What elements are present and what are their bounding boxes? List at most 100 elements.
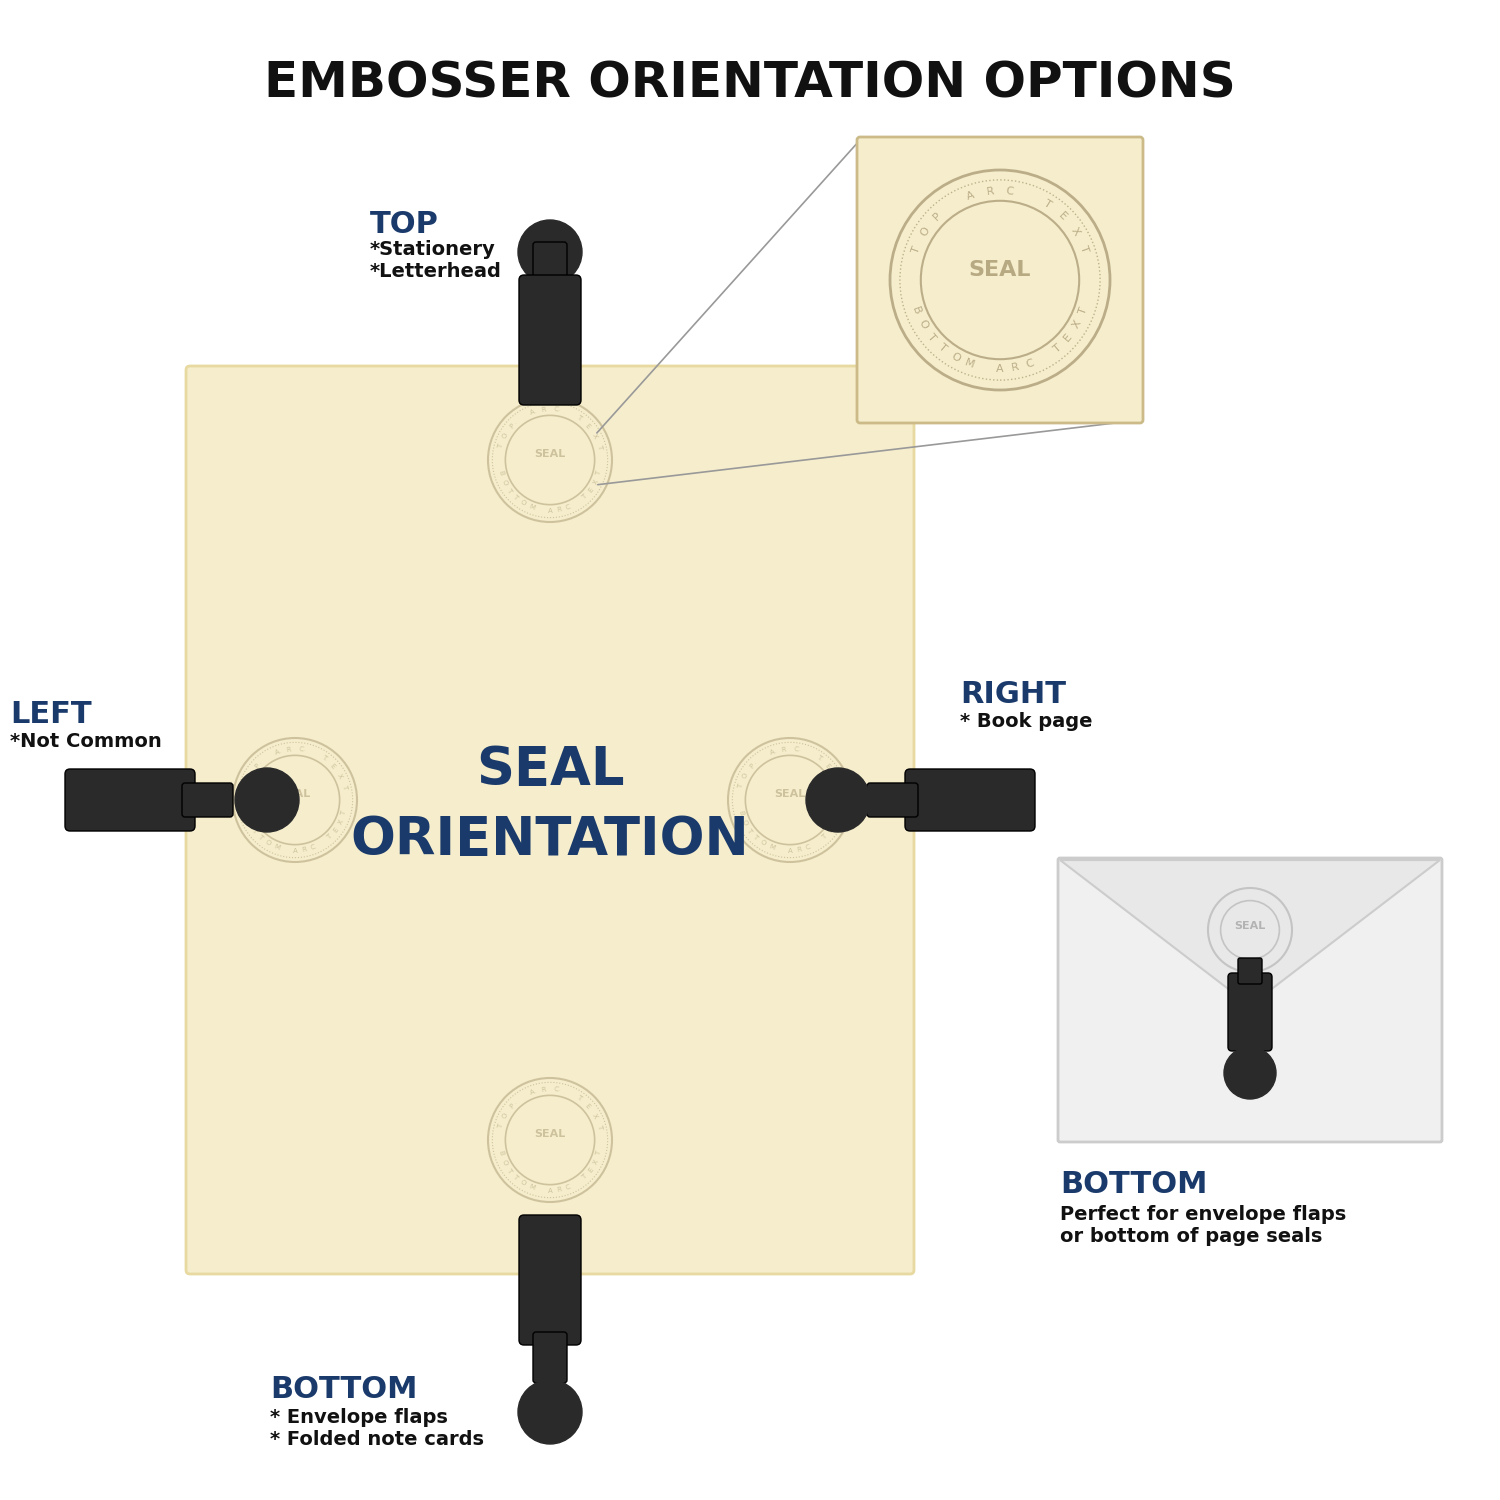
- FancyBboxPatch shape: [64, 770, 195, 831]
- Text: B: B: [910, 304, 922, 316]
- Text: B: B: [738, 810, 744, 816]
- Text: O: O: [950, 351, 962, 363]
- Text: *Not Common: *Not Common: [10, 732, 162, 752]
- Text: .: .: [534, 410, 537, 414]
- Text: RIGHT: RIGHT: [960, 680, 1066, 710]
- Text: X: X: [591, 432, 598, 439]
- FancyBboxPatch shape: [532, 242, 567, 288]
- Circle shape: [236, 768, 298, 832]
- Text: .: .: [558, 1088, 560, 1092]
- FancyBboxPatch shape: [1238, 958, 1262, 984]
- Text: C: C: [554, 406, 560, 412]
- Text: R: R: [1011, 362, 1020, 374]
- Text: A: A: [530, 408, 536, 416]
- FancyBboxPatch shape: [1228, 974, 1272, 1052]
- Text: E: E: [586, 1167, 594, 1173]
- Text: T: T: [1078, 306, 1089, 315]
- Text: T: T: [580, 494, 588, 501]
- Text: T: T: [498, 444, 504, 450]
- Text: T: T: [1052, 342, 1064, 354]
- Text: B: B: [498, 470, 504, 476]
- Text: M: M: [528, 1184, 536, 1191]
- Text: C: C: [1005, 186, 1014, 196]
- Text: R: R: [782, 747, 786, 753]
- Text: BOTTOM: BOTTOM: [270, 1376, 417, 1404]
- Polygon shape: [1060, 859, 1440, 1005]
- Text: T: T: [574, 414, 582, 422]
- Circle shape: [1224, 1047, 1276, 1100]
- Text: R: R: [556, 507, 562, 513]
- Text: R: R: [556, 1186, 562, 1194]
- Text: E: E: [824, 762, 831, 770]
- FancyBboxPatch shape: [519, 274, 580, 405]
- Text: X: X: [1068, 226, 1082, 237]
- Text: A: A: [788, 847, 792, 853]
- Text: T: T: [596, 1150, 603, 1156]
- Text: P: P: [254, 762, 261, 770]
- Text: *Stationery
*Letterhead: *Stationery *Letterhead: [370, 240, 502, 280]
- Text: O: O: [519, 500, 526, 507]
- Text: R: R: [302, 846, 307, 853]
- Text: T: T: [243, 784, 249, 789]
- Text: C: C: [1024, 357, 1036, 370]
- Text: T: T: [574, 1094, 582, 1101]
- Text: Perfect for envelope flaps
or bottom of page seals: Perfect for envelope flaps or bottom of …: [1060, 1204, 1347, 1246]
- Text: M: M: [963, 357, 976, 370]
- Text: X: X: [1071, 318, 1083, 330]
- Text: A: A: [274, 748, 280, 756]
- Text: ORIENTATION: ORIENTATION: [351, 815, 750, 866]
- Text: O: O: [916, 318, 930, 332]
- Text: X: X: [592, 478, 600, 486]
- Text: T: T: [251, 827, 258, 834]
- Text: O: O: [501, 1112, 510, 1119]
- FancyBboxPatch shape: [186, 366, 914, 1274]
- FancyBboxPatch shape: [532, 1332, 567, 1383]
- Text: T: T: [596, 1124, 603, 1130]
- Text: E: E: [1062, 332, 1074, 344]
- FancyBboxPatch shape: [904, 770, 1035, 831]
- Text: X: X: [833, 819, 840, 825]
- Text: O: O: [246, 819, 254, 827]
- Text: O: O: [501, 432, 510, 439]
- Circle shape: [518, 1380, 582, 1444]
- Text: T: T: [512, 494, 519, 501]
- Text: SEAL: SEAL: [279, 789, 310, 800]
- Text: .: .: [324, 756, 326, 762]
- Text: C: C: [298, 747, 304, 753]
- Text: T: T: [580, 1173, 588, 1180]
- Text: A: A: [548, 1188, 552, 1194]
- Text: P: P: [748, 762, 756, 770]
- Text: T: T: [506, 486, 513, 494]
- Text: .: .: [514, 420, 516, 426]
- Text: T: T: [938, 342, 948, 354]
- Text: SEAL: SEAL: [476, 744, 624, 796]
- Text: .: .: [514, 1101, 516, 1106]
- Text: .: .: [260, 760, 261, 765]
- Text: A: A: [770, 748, 776, 756]
- Text: A: A: [530, 1089, 536, 1096]
- Text: .: .: [339, 774, 340, 780]
- Text: C: C: [566, 504, 572, 512]
- Text: P: P: [509, 423, 516, 429]
- Text: X: X: [591, 1112, 598, 1119]
- Text: .: .: [534, 1089, 537, 1094]
- Text: P: P: [509, 1102, 516, 1110]
- Text: C: C: [554, 1086, 560, 1094]
- Text: BOTTOM: BOTTOM: [1060, 1170, 1208, 1198]
- Text: SEAL: SEAL: [774, 789, 806, 800]
- Text: E: E: [1056, 210, 1068, 222]
- Circle shape: [806, 768, 870, 832]
- Text: T: T: [512, 1173, 519, 1180]
- Text: M: M: [768, 843, 776, 850]
- Text: O: O: [741, 772, 750, 780]
- Text: T: T: [815, 754, 822, 762]
- Text: X: X: [336, 772, 344, 778]
- Text: .: .: [303, 747, 304, 753]
- Text: M: M: [273, 843, 280, 850]
- Text: E: E: [584, 1102, 591, 1110]
- Text: T: T: [320, 754, 327, 762]
- Text: LEFT: LEFT: [10, 700, 92, 729]
- Text: R: R: [542, 406, 546, 412]
- Text: .: .: [754, 760, 756, 765]
- Text: A: A: [292, 847, 297, 853]
